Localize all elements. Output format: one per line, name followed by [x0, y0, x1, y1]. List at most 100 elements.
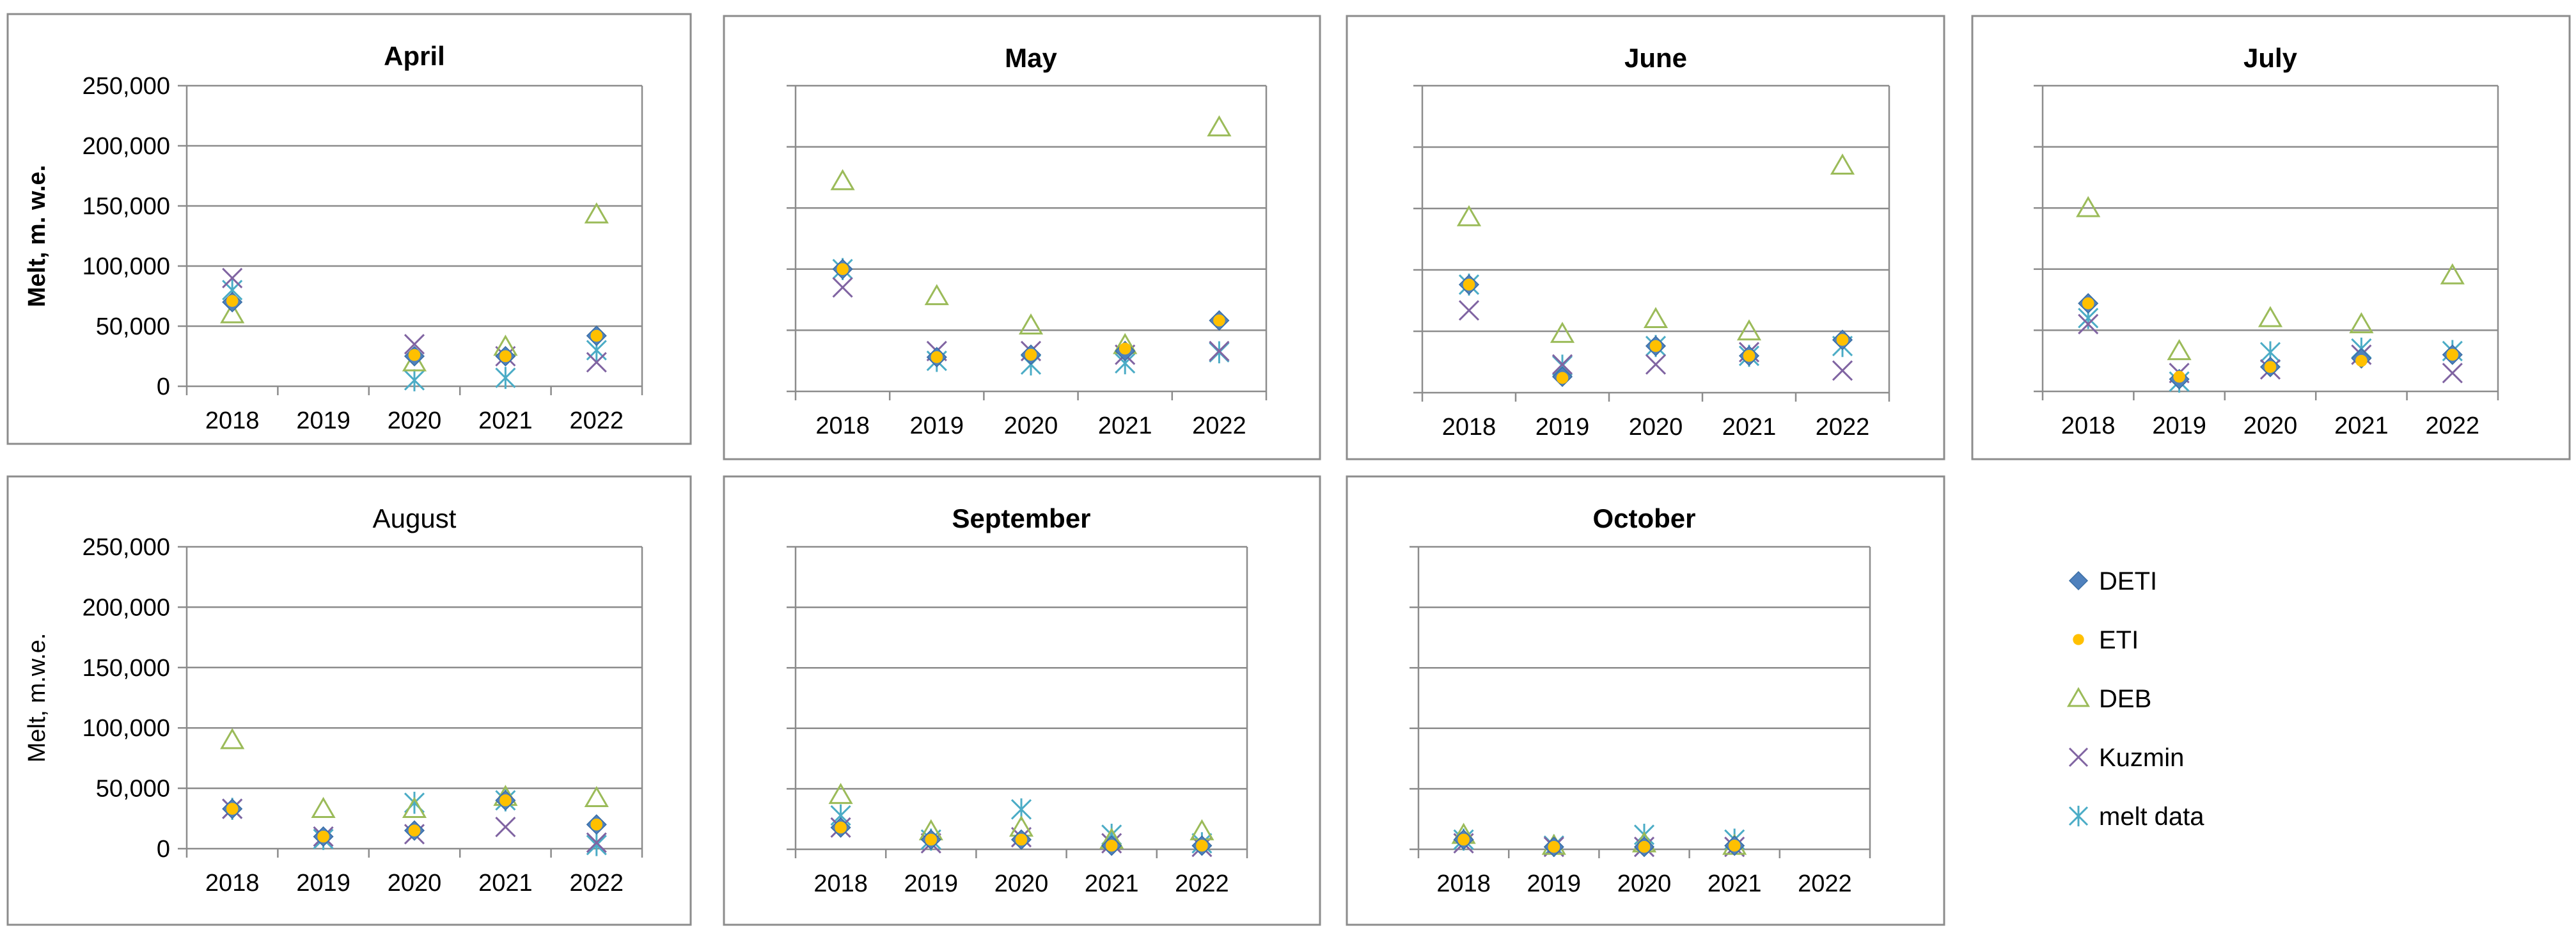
x-tick-label: 2022	[570, 870, 624, 897]
point-deb	[1207, 115, 1232, 137]
x-tick-label: 2020	[1617, 870, 1672, 897]
chart-title: June	[1624, 43, 1687, 73]
chart-frame	[723, 15, 1321, 460]
point-deb	[402, 350, 427, 372]
point-eti	[317, 830, 329, 843]
point-deb	[584, 202, 609, 224]
point-eti	[925, 833, 938, 846]
point-eti	[2082, 297, 2094, 310]
y-tick-label: 0	[157, 836, 170, 863]
x-tick-label: 2020	[1004, 412, 1058, 439]
point-deb	[1550, 322, 1575, 343]
x-tick-label: 2019	[296, 870, 350, 897]
point-deb	[584, 785, 609, 807]
legend: DETI ETI DEB Kuzmin melt data	[2066, 567, 2204, 831]
chart-frame	[6, 475, 692, 926]
point-eti	[1119, 342, 1131, 355]
legend-item-eti: ETI	[2073, 626, 2139, 654]
point-eti	[1548, 840, 1560, 853]
legend-item-kuzmin: Kuzmin	[2068, 744, 2184, 772]
point-kuzmin	[1551, 354, 1573, 375]
x-tick-label: 2022	[570, 407, 624, 434]
point-melt-data	[495, 366, 516, 389]
y-tick-label: 250,000	[82, 73, 170, 100]
y-tick-label: 150,000	[82, 193, 170, 220]
point-eti	[2264, 361, 2277, 373]
legend-label: DETI	[2099, 567, 2157, 595]
point-deb	[2076, 196, 2101, 217]
legend-item-deti: DETI	[2068, 567, 2157, 595]
legend-item-deb: DEB	[2066, 685, 2151, 713]
point-eti	[408, 349, 421, 361]
chart-frame	[1346, 475, 1945, 926]
point-deb	[2349, 312, 2374, 334]
legend-item-melt-data: melt data	[2068, 803, 2204, 831]
x-tick-label: 2018	[1442, 414, 1496, 441]
x-tick-label: 2019	[1527, 870, 1582, 897]
point-kuzmin	[1832, 360, 1853, 381]
point-eti	[835, 821, 847, 834]
x-tick-label: 2022	[1816, 414, 1870, 441]
point-eti	[1556, 372, 1569, 384]
chart-june: 2018 2019 2020 2021 2022 June	[1346, 15, 1945, 460]
chart-april: 0 50,000 100,000 150,000 200,000 250,000 2018 2…	[6, 13, 692, 445]
y-axis-label: Melt, m.w.e.	[24, 633, 51, 763]
point-deb	[220, 728, 245, 750]
x-tick-label: 2022	[1175, 870, 1229, 897]
x-tick-label: 2018	[205, 870, 260, 897]
point-eti	[2355, 354, 2368, 367]
point-eti	[1196, 840, 1208, 852]
x-tick-label: 2021	[1708, 870, 1762, 897]
chart-title: May	[1005, 43, 1057, 73]
point-deb	[828, 783, 853, 805]
point-eti	[1649, 340, 1662, 352]
legend-marker-eti	[2073, 634, 2084, 645]
y-tick-label: 200,000	[82, 594, 170, 621]
point-eti	[590, 818, 603, 831]
point-deb	[1456, 205, 1482, 226]
point-eti	[931, 351, 943, 363]
x-tick-label: 2022	[1798, 870, 1852, 897]
y-axis-label: Melt, m. w.e.	[24, 165, 51, 307]
y-tick-label: 50,000	[96, 313, 170, 340]
point-eti	[1105, 840, 1118, 852]
x-tick-label: 2020	[994, 870, 1049, 897]
x-tick-label: 2018	[1436, 870, 1491, 897]
x-tick-label: 2018	[205, 407, 260, 434]
point-kuzmin	[404, 334, 425, 355]
x-tick-label: 2021	[1722, 414, 1777, 441]
chart-august: 0 50,000 100,000 150,000 200,000 250,000 2018 2…	[6, 475, 692, 926]
legend-label: Kuzmin	[2099, 744, 2184, 772]
point-eti	[408, 824, 421, 837]
y-tick-label: 100,000	[82, 253, 170, 280]
y-tick-label: 150,000	[82, 655, 170, 682]
x-tick-label: 2020	[2243, 412, 2298, 439]
x-tick-label: 2018	[2061, 412, 2116, 439]
point-eti	[1463, 278, 1475, 291]
x-tick-label: 2021	[1085, 870, 1139, 897]
point-kuzmin	[2442, 363, 2463, 384]
point-kuzmin	[495, 816, 516, 838]
point-eti	[1836, 334, 1849, 346]
chart-frame	[723, 475, 1321, 926]
point-eti	[1457, 833, 1470, 846]
x-tick-label: 2019	[910, 412, 964, 439]
chart-title: July	[2243, 43, 2298, 73]
point-deb	[924, 284, 949, 306]
point-eti	[1025, 349, 1037, 361]
x-tick-label: 2019	[904, 870, 959, 897]
point-eti	[590, 329, 603, 342]
point-kuzmin	[586, 352, 607, 373]
y-tick-label: 100,000	[82, 715, 170, 742]
legend-label: ETI	[2099, 626, 2139, 654]
x-tick-label: 2020	[1629, 414, 1683, 441]
point-kuzmin	[1645, 354, 1667, 375]
point-deb	[1736, 319, 1762, 341]
point-deb	[220, 302, 245, 324]
point-eti	[226, 803, 239, 815]
point-kuzmin	[2078, 313, 2099, 334]
point-kuzmin	[1209, 340, 1230, 361]
x-tick-label: 2018	[815, 412, 870, 439]
point-kuzmin	[1458, 300, 1480, 321]
